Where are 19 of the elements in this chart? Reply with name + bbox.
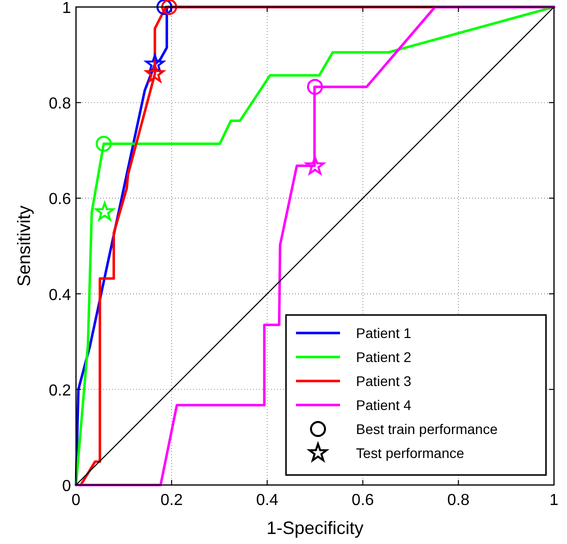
- legend-label: Patient 3: [356, 373, 412, 389]
- legend-label: Patient 1: [356, 325, 412, 341]
- legend-label: Patient 2: [356, 349, 412, 365]
- annotation: Best train performance: [356, 421, 498, 437]
- legend-label: Patient 4: [356, 397, 412, 413]
- annotation: Test performance: [356, 445, 464, 461]
- y-axis-title: Sensitivity: [14, 205, 34, 287]
- y-tick-label: 0.6: [48, 191, 72, 208]
- y-tick-label: 0.4: [48, 286, 72, 304]
- y-tick-label: 0.8: [48, 96, 72, 113]
- x-tick-label: 0.8: [447, 492, 470, 509]
- y-tick-label: 0: [62, 478, 72, 495]
- x-axis-title: 1-Specificity: [266, 518, 364, 538]
- x-tick-label: 0.4: [256, 492, 278, 509]
- x-tick-label: 0.6: [352, 492, 374, 509]
- y-tick-label: 0.2: [48, 382, 72, 400]
- x-tick-label: 1: [550, 492, 559, 509]
- x-tick-label: 0.2: [160, 492, 183, 509]
- y-tick-label: 1: [62, 0, 72, 17]
